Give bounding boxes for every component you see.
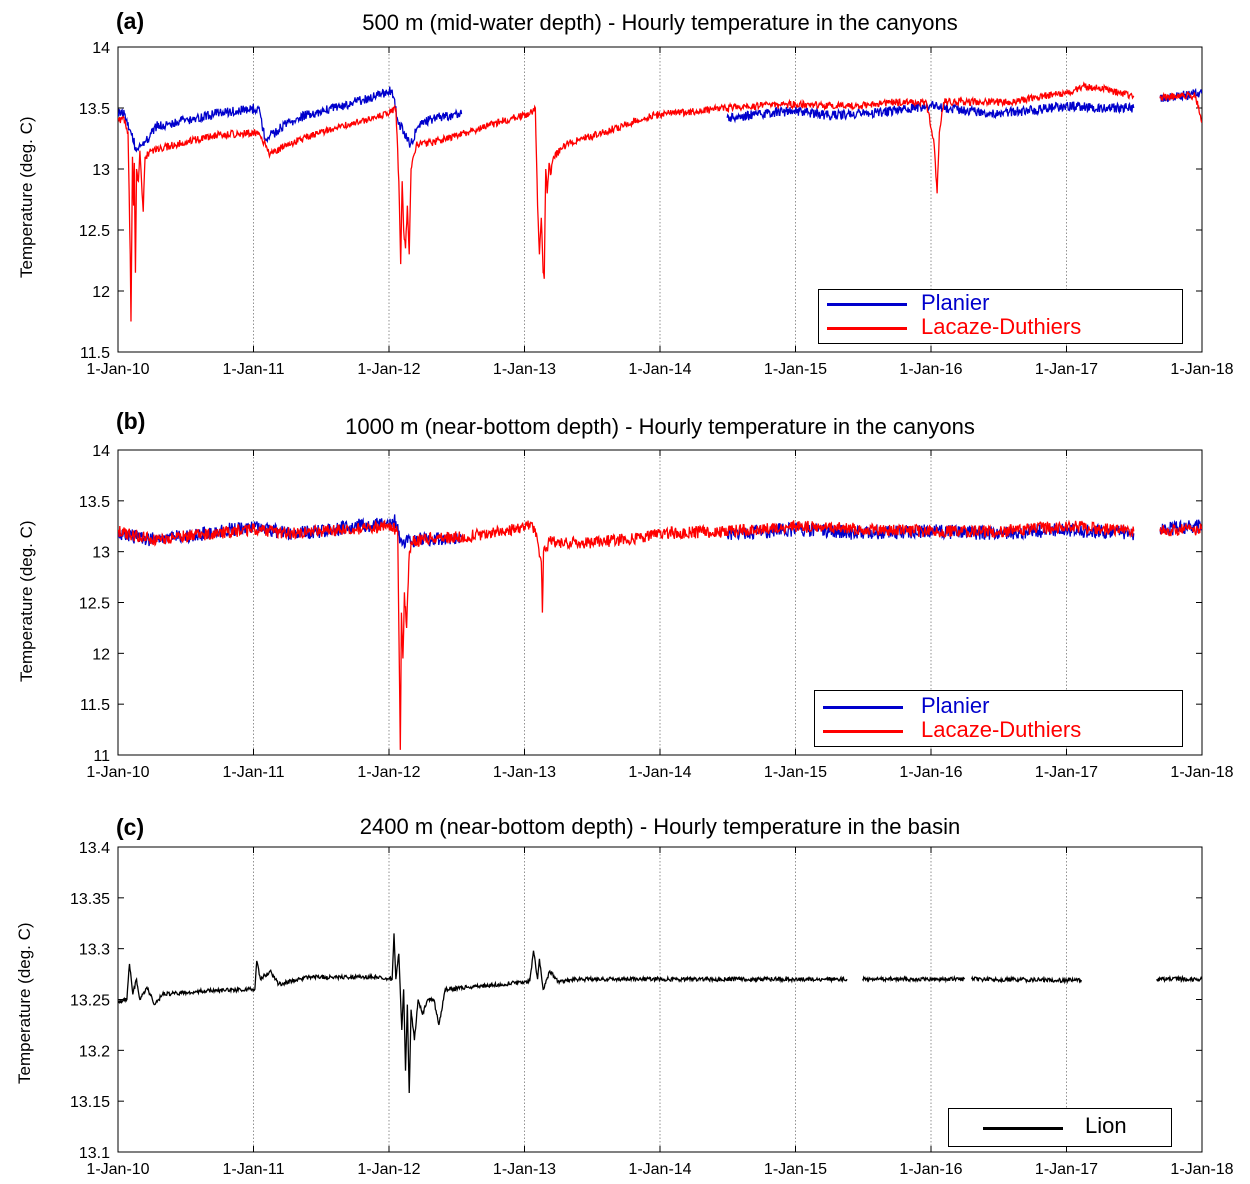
panel-b-plot: 1-Jan-10 1-Jan-11 1-Jan-12 1-Jan-13 1-Jan-14… <box>79 443 1234 781</box>
series-line-planier <box>118 86 463 153</box>
series-line-lion <box>861 975 966 984</box>
x-tick-label: 1-Jan-13 <box>493 764 556 781</box>
x-tick-label: 1-Jan-12 <box>357 361 420 378</box>
series-line-planier <box>726 100 1135 124</box>
legend-line-planier <box>823 706 903 709</box>
x-tick-label: 1-Jan-17 <box>1035 1161 1098 1178</box>
legend-label-planier: Planier <box>921 693 990 718</box>
series-line-lacaze-duthiers <box>1159 91 1202 123</box>
panel-b-title: 1000 m (near-bottom depth) - Hourly temp… <box>345 414 975 439</box>
panel-c-title: 2400 m (near-bottom depth) - Hourly temp… <box>359 814 961 839</box>
x-tick-label: 1-Jan-17 <box>1035 764 1098 781</box>
y-tick-label: 13 <box>92 162 110 179</box>
x-tick-label: 1-Jan-15 <box>764 764 827 781</box>
y-tick-label: 13.3 <box>79 942 110 959</box>
y-tick-label: 11 <box>93 748 110 765</box>
series-line-lacaze-duthiers <box>118 81 1135 322</box>
y-tick-label: 13.5 <box>79 101 110 118</box>
y-tick-label: 13.25 <box>70 993 110 1010</box>
y-tick-label: 13.2 <box>79 1043 110 1060</box>
panel-b-label: (b) <box>116 408 146 434</box>
series-line-lion <box>1156 974 1202 984</box>
series-line-lion <box>118 933 848 1094</box>
series-line-lacaze-duthiers <box>118 519 1135 750</box>
series-line-lion <box>971 975 1083 985</box>
panel-c-legend: Lion <box>948 1108 1172 1147</box>
x-tick-label: 1-Jan-15 <box>764 361 827 378</box>
y-tick-label: 12.5 <box>79 223 110 240</box>
x-tick-label: 1-Jan-11 <box>223 361 285 378</box>
legend-line-lion <box>983 1127 1063 1130</box>
x-tick-label: 1-Jan-11 <box>223 1161 285 1178</box>
x-tick-label: 1-Jan-13 <box>493 1161 556 1178</box>
x-tick-label: 1-Jan-18 <box>1170 764 1233 781</box>
y-tick-label: 14 <box>92 443 110 460</box>
legend-label-lacaze: Lacaze-Duthiers <box>921 314 1082 339</box>
x-tick-label: 1-Jan-10 <box>86 1161 149 1178</box>
panel-a-legend: Planier Lacaze-Duthiers <box>818 289 1183 344</box>
panel-a-label: (a) <box>116 8 145 34</box>
y-tick-label: 13.35 <box>70 891 110 908</box>
legend-line-lacaze <box>823 730 903 733</box>
y-tick-label: 12.5 <box>79 596 110 613</box>
legend-line-planier <box>827 303 907 306</box>
panel-a-plot: 1-Jan-10 1-Jan-11 1-Jan-12 1-Jan-13 1-Jan-14… <box>79 40 1234 378</box>
x-tick-label: 1-Jan-11 <box>223 764 285 781</box>
x-tick-label: 1-Jan-16 <box>899 1161 962 1178</box>
panel-c: 1-Jan-10 1-Jan-11 1-Jan-12 1-Jan-13 1-Jan-14… <box>0 800 1250 1184</box>
panel-a-title: 500 m (mid-water depth) - Hourly tempera… <box>362 10 958 35</box>
panel-a: 1-Jan-10 1-Jan-11 1-Jan-12 1-Jan-13 1-Jan-14… <box>0 0 1250 390</box>
x-tick-label: 1-Jan-15 <box>764 1161 827 1178</box>
legend-label-lion: Lion <box>1085 1113 1127 1138</box>
panel-b: 1-Jan-10 1-Jan-11 1-Jan-12 1-Jan-13 1-Jan-14… <box>0 400 1250 790</box>
y-tick-label: 11.5 <box>80 345 110 362</box>
legend-line-lacaze <box>827 327 907 330</box>
legend-label-planier: Planier <box>921 290 990 315</box>
x-tick-label: 1-Jan-16 <box>899 361 962 378</box>
y-tick-label: 13.15 <box>70 1094 110 1111</box>
x-tick-label: 1-Jan-10 <box>86 361 149 378</box>
y-tick-label: 13.5 <box>79 494 110 511</box>
legend-label-lacaze: Lacaze-Duthiers <box>921 717 1082 742</box>
y-tick-label: 11.5 <box>80 697 110 714</box>
y-tick-label: 14 <box>92 40 110 57</box>
x-tick-label: 1-Jan-17 <box>1035 361 1098 378</box>
x-tick-label: 1-Jan-18 <box>1170 1161 1233 1178</box>
panel-c-label: (c) <box>116 814 145 840</box>
panel-a-ylabel: Temperature (deg. C) <box>17 116 36 278</box>
series-line-lacaze-duthiers <box>1159 522 1202 537</box>
panel-c-plot: 1-Jan-10 1-Jan-11 1-Jan-12 1-Jan-13 1-Jan-14… <box>70 840 1234 1178</box>
panel-c-ylabel: Temperature (deg. C) <box>15 922 34 1084</box>
x-tick-label: 1-Jan-14 <box>628 361 691 378</box>
panel-b-ylabel: Temperature (deg. C) <box>17 520 36 682</box>
y-tick-label: 12 <box>92 646 110 663</box>
y-tick-label: 13.4 <box>79 840 110 857</box>
panel-b-legend: Planier Lacaze-Duthiers <box>814 690 1183 747</box>
y-tick-label: 13 <box>92 545 110 562</box>
x-tick-label: 1-Jan-14 <box>628 1161 691 1178</box>
x-tick-label: 1-Jan-16 <box>899 764 962 781</box>
x-tick-label: 1-Jan-12 <box>357 764 420 781</box>
y-tick-label: 12 <box>92 284 110 301</box>
x-tick-label: 1-Jan-18 <box>1170 361 1233 378</box>
x-tick-label: 1-Jan-14 <box>628 764 691 781</box>
x-tick-label: 1-Jan-12 <box>357 1161 420 1178</box>
x-tick-label: 1-Jan-10 <box>86 764 149 781</box>
y-tick-label: 13.1 <box>79 1145 110 1162</box>
x-tick-label: 1-Jan-13 <box>493 361 556 378</box>
